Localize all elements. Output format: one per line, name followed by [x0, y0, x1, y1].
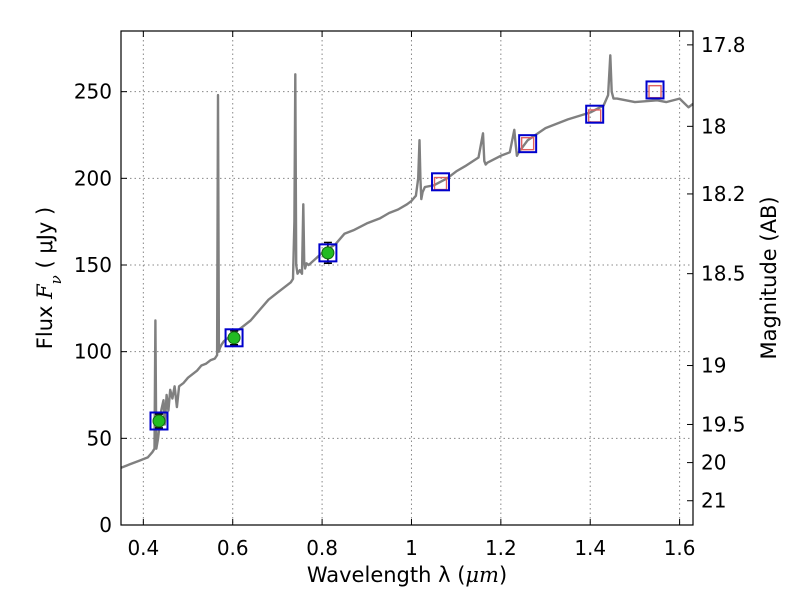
photometry-point-green	[227, 331, 241, 345]
x-axis-label-unit: μm	[465, 563, 499, 587]
model-flux-box	[431, 172, 451, 192]
x-axis-label-prefix: Wavelength λ (	[307, 563, 466, 587]
y2-tick-label: 20	[701, 451, 726, 475]
x-tick-label: 0.8	[306, 536, 338, 560]
x-tick-label: 1.6	[664, 536, 696, 560]
y-tick-label: 250	[74, 80, 112, 104]
y-tick-label: 100	[74, 340, 112, 364]
y2-tick-label: 19.5	[701, 412, 746, 436]
model-flux-box	[149, 411, 169, 431]
y2-axis-label: Magnitude (AB)	[757, 196, 781, 359]
model-flux-box	[518, 134, 538, 154]
x-tick-label: 1.4	[574, 536, 606, 560]
x-tick-label: 1.2	[485, 536, 517, 560]
y2-tick-labels: 17.8 18 18.2 18.5 19 19.5 20 21	[701, 33, 746, 513]
y-tick-labels: 0 50 100 150 200 250	[74, 80, 112, 537]
model-flux-box	[224, 328, 244, 348]
y2-tick-label: 18.5	[701, 262, 746, 286]
y-axis-label-subscript: ν	[47, 275, 65, 284]
y-axis-label-prefix: Flux	[33, 299, 57, 349]
y-axis-label-symbol: F	[33, 283, 57, 300]
spectrum-line	[121, 54, 693, 469]
photometry-point-red	[520, 136, 535, 151]
model-flux-box	[318, 243, 338, 263]
y-tick-label: 150	[74, 253, 112, 277]
x-tick-label: 1	[405, 536, 418, 560]
photometry-layer	[149, 80, 665, 431]
photometry-point-green	[152, 414, 166, 428]
y-tick-label: 200	[74, 166, 112, 190]
y2-tick-label: 17.8	[701, 33, 746, 57]
y-axis-label-suffix: ( μJy )	[33, 207, 57, 275]
y-tick-label: 50	[87, 426, 112, 450]
y2-tick-label: 18.2	[701, 182, 746, 206]
photometry-point-green	[321, 246, 335, 260]
plot-frame	[120, 30, 694, 526]
model-flux-box	[585, 104, 605, 124]
y2-tick-label: 21	[701, 489, 726, 513]
y2-tick-label: 19	[701, 354, 726, 378]
model-flux-box	[645, 80, 665, 100]
axis-ticks	[121, 31, 693, 526]
x-axis-label-suffix: )	[499, 563, 507, 587]
x-tick-label: 0.6	[217, 536, 249, 560]
y2-tick-label: 18	[701, 114, 726, 138]
x-axis-label: Wavelength λ (μm)	[307, 563, 507, 587]
y-axis-label: Flux Fν ( μJy )	[33, 207, 65, 349]
spectrum-layer	[121, 54, 693, 469]
x-tick-labels: 0.4 0.6 0.8 1 1.2 1.4 1.6	[127, 536, 695, 560]
y-tick-label: 0	[99, 513, 112, 537]
plot-background	[121, 31, 693, 525]
x-tick-label: 0.4	[127, 536, 159, 560]
